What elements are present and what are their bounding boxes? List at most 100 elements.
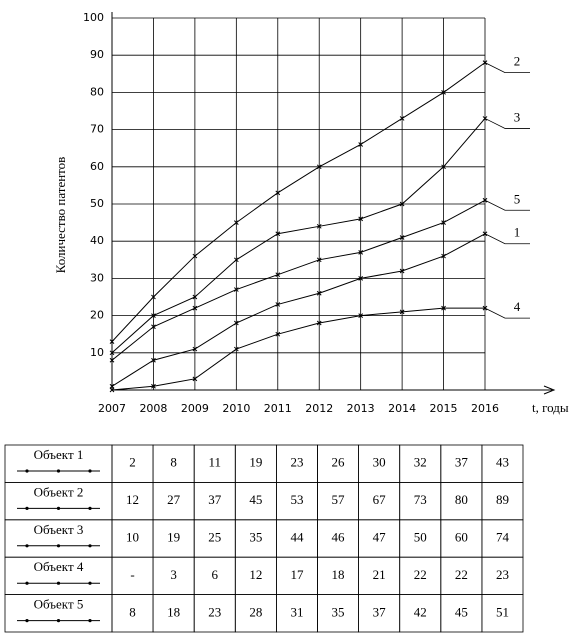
legend-marker — [25, 581, 29, 585]
point — [151, 324, 156, 330]
table-value: 10 — [126, 529, 139, 544]
legend-marker — [25, 619, 29, 623]
point — [275, 272, 281, 278]
table-value: 32 — [414, 455, 427, 470]
point — [233, 346, 239, 352]
table-value: 18 — [167, 604, 180, 619]
table-value: 22 — [414, 567, 427, 582]
point — [358, 276, 364, 281]
point — [233, 320, 239, 326]
point — [316, 290, 322, 296]
table-value: 80 — [455, 492, 468, 507]
x-axis-label: t, годы — [532, 400, 569, 415]
table-value: 8 — [129, 604, 136, 619]
table-value: 45 — [455, 604, 468, 619]
x-tick-label: 2010 — [222, 402, 250, 415]
table-value: 57 — [332, 492, 346, 507]
series-label: 1 — [514, 225, 521, 240]
point — [399, 309, 405, 315]
y-tick-label: 90 — [90, 48, 104, 61]
point — [358, 250, 364, 255]
row-label: Объект 1 — [34, 447, 84, 462]
point — [151, 383, 156, 389]
legend-marker — [56, 469, 61, 473]
legend-marker — [88, 506, 92, 510]
point — [192, 253, 198, 259]
table-value: 28 — [249, 604, 262, 619]
table-value: 8 — [170, 455, 177, 470]
table-value: 50 — [414, 529, 427, 544]
row-label: Объект 5 — [34, 597, 84, 612]
series-label: 5 — [514, 191, 521, 206]
table-value: 67 — [373, 492, 387, 507]
table-value: 12 — [126, 492, 139, 507]
row-label: Объект 4 — [34, 559, 84, 574]
point — [109, 357, 115, 363]
point — [441, 164, 446, 170]
point — [275, 231, 281, 237]
point — [316, 257, 322, 263]
table-value: 21 — [373, 567, 386, 582]
x-tick-label: 2009 — [181, 402, 209, 415]
row-label: Объект 3 — [34, 522, 84, 537]
label-leader — [484, 62, 530, 74]
table-value: 43 — [496, 455, 509, 470]
table-value: 23 — [496, 567, 509, 582]
table-value: 18 — [332, 567, 345, 582]
table-value: 23 — [208, 604, 221, 619]
point — [151, 294, 156, 300]
series-line — [111, 233, 486, 387]
table-value: 23 — [290, 455, 303, 470]
table-value: 19 — [167, 529, 180, 544]
legend-marker — [88, 619, 92, 623]
table-value: 26 — [332, 455, 346, 470]
point — [192, 305, 198, 311]
legend-marker — [88, 581, 92, 585]
point — [109, 387, 115, 393]
point — [192, 346, 198, 352]
table-value: 37 — [455, 455, 469, 470]
x-tick-label: 2014 — [388, 402, 416, 415]
y-tick-label: 70 — [90, 123, 104, 136]
series-label: 4 — [514, 299, 521, 314]
x-tick-label: 2016 — [471, 402, 499, 415]
table-value: 35 — [332, 604, 345, 619]
table-value: 73 — [414, 492, 427, 507]
table-value: 46 — [332, 529, 346, 544]
label-leader — [484, 307, 530, 319]
point — [399, 235, 405, 240]
point — [399, 116, 405, 121]
series-line — [111, 118, 486, 354]
legend-marker — [56, 506, 61, 510]
table-cell — [481, 594, 524, 633]
table-value: 35 — [249, 529, 262, 544]
series-line — [111, 307, 485, 391]
point — [316, 223, 322, 229]
point — [151, 357, 156, 363]
point — [233, 220, 239, 225]
point — [399, 201, 405, 207]
y-axis-label: Количество патентов — [53, 157, 68, 274]
table-value: - — [130, 567, 134, 582]
table-value: 17 — [290, 567, 304, 582]
x-tick-label: 2012 — [305, 402, 333, 415]
point — [441, 253, 446, 259]
series-label: 2 — [514, 54, 521, 69]
table-value: 42 — [414, 604, 427, 619]
table-value: 37 — [373, 604, 387, 619]
point — [275, 302, 281, 307]
table-value: 11 — [208, 455, 221, 470]
x-axis-arrow — [543, 385, 556, 395]
x-tick-label: 2008 — [139, 402, 167, 415]
point — [192, 376, 198, 382]
table-value: 60 — [455, 529, 468, 544]
y-tick-label: 10 — [90, 346, 104, 359]
table-value: 51 — [496, 604, 509, 619]
legend-marker — [25, 506, 29, 510]
x-tick-label: 2013 — [347, 402, 375, 415]
table-value: 6 — [212, 567, 219, 582]
point — [109, 339, 115, 344]
point — [358, 142, 364, 147]
point — [275, 190, 281, 196]
legend-marker — [56, 619, 61, 623]
